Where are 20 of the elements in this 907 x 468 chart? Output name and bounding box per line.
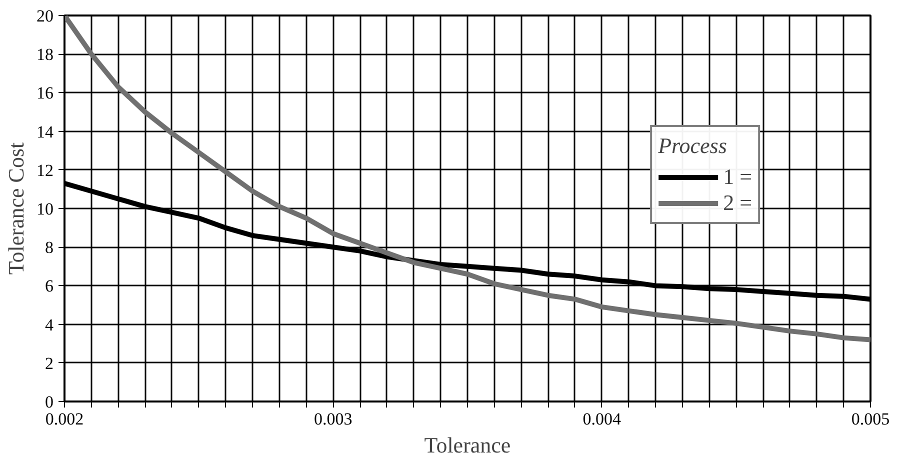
y-tick-label: 14 <box>36 122 54 142</box>
y-tick-label: 4 <box>45 315 54 334</box>
x-axis-title: Tolerance <box>424 432 511 458</box>
y-tick-label: 2 <box>45 354 54 373</box>
y-tick-label: 0 <box>45 392 54 412</box>
y-tick-label: 18 <box>36 45 54 64</box>
x-tick-label: 0.003 <box>314 410 352 428</box>
legend-label: 1 = <box>723 164 752 190</box>
y-axis-title: Tolerance Cost <box>4 142 28 275</box>
y-tick-label: 16 <box>36 84 54 103</box>
legend-label: 2 = <box>723 190 752 216</box>
x-tick-label: 0.004 <box>582 410 622 428</box>
legend-title: Process <box>658 133 728 159</box>
y-tick-label: 6 <box>45 276 54 296</box>
y-tick-label: 8 <box>45 238 54 258</box>
y-tick-label: 20 <box>36 6 54 26</box>
y-tick-label: 12 <box>36 160 54 180</box>
y-tick-label: 10 <box>36 200 54 218</box>
x-tick-label: 0.002 <box>45 410 84 428</box>
x-tick-label: 0.005 <box>851 410 890 428</box>
